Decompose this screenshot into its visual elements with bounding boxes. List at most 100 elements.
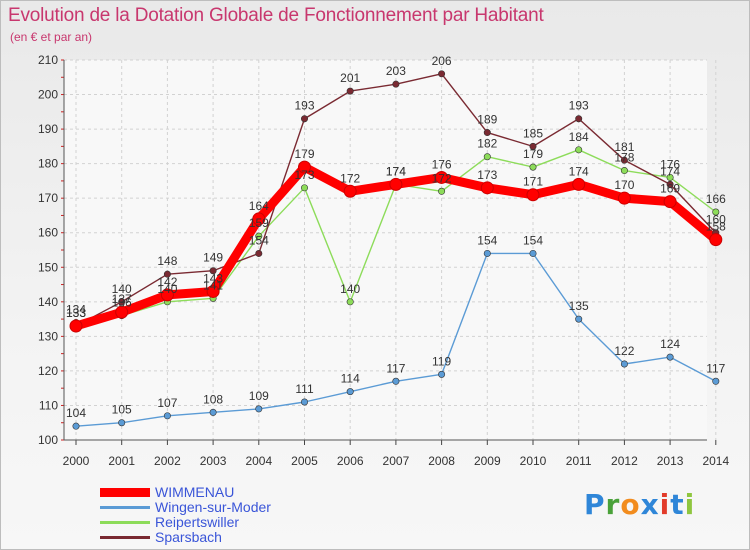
- logo-letter: t: [670, 488, 685, 521]
- data-point: [252, 212, 266, 226]
- legend-swatch: [100, 521, 150, 524]
- y-tick-label: 100: [38, 433, 58, 447]
- x-tick-label: 2006: [337, 454, 364, 468]
- data-point: [206, 284, 220, 298]
- data-label: 142: [157, 275, 177, 289]
- y-tick-label: 140: [38, 295, 58, 309]
- data-point: [620, 360, 628, 368]
- x-tick-label: 2009: [474, 454, 501, 468]
- x-tick-label: 2008: [428, 454, 455, 468]
- data-label: 181: [614, 140, 634, 154]
- data-label: 193: [569, 99, 589, 113]
- data-point: [526, 188, 540, 202]
- x-tick-label: 2007: [383, 454, 410, 468]
- data-label: 154: [249, 233, 269, 247]
- x-tick-label: 2000: [63, 454, 90, 468]
- chart-title: Evolution de la Dotation Globale de Fonc…: [8, 5, 544, 26]
- data-label: 158: [706, 220, 726, 234]
- x-tick-label: 2011: [566, 454, 592, 468]
- y-tick-label: 110: [39, 398, 58, 412]
- data-label: 174: [386, 164, 406, 178]
- data-point: [69, 319, 83, 333]
- data-label: 105: [112, 403, 132, 417]
- data-label: 169: [660, 182, 680, 196]
- data-label: 137: [112, 292, 132, 306]
- data-label: 179: [523, 147, 543, 161]
- y-tick-label: 210: [38, 53, 58, 67]
- data-point: [115, 305, 129, 319]
- data-label: 206: [432, 54, 452, 68]
- data-point: [529, 249, 537, 257]
- legend-item: Sparsbach: [100, 530, 360, 545]
- data-label: 176: [432, 157, 452, 171]
- data-label: 164: [249, 199, 269, 213]
- data-label: 117: [386, 361, 405, 375]
- logo-letter: r: [605, 488, 621, 521]
- data-label: 201: [340, 71, 360, 85]
- data-label: 178: [614, 151, 634, 165]
- logo-letter: o: [620, 488, 641, 521]
- data-point: [298, 160, 311, 174]
- y-tick-label: 120: [38, 364, 58, 378]
- data-label: 173: [477, 168, 497, 182]
- x-tick-label: 2003: [200, 454, 227, 468]
- plot-area: [64, 60, 707, 440]
- legend-swatch: [100, 506, 150, 509]
- data-point: [163, 412, 171, 420]
- data-label: 154: [477, 233, 497, 247]
- data-point: [483, 249, 491, 257]
- logo-letter: P: [584, 488, 606, 521]
- data-label: 174: [569, 164, 589, 178]
- data-label: 133: [66, 306, 86, 320]
- data-point: [118, 419, 126, 427]
- y-tick-label: 170: [38, 191, 58, 205]
- data-label: 140: [157, 282, 177, 296]
- legend-label: Reipertswiller: [155, 514, 240, 530]
- logo-letter: x: [640, 488, 660, 521]
- x-tick-label: 2012: [611, 454, 638, 468]
- data-label: 141: [203, 278, 223, 292]
- data-label: 133: [66, 306, 86, 320]
- data-label: 109: [249, 389, 269, 403]
- x-tick-label: 2004: [245, 454, 272, 468]
- data-point: [666, 173, 674, 181]
- data-label: 149: [203, 251, 223, 265]
- data-label: 124: [660, 337, 680, 351]
- legend-label: WIMMENAU: [155, 484, 235, 500]
- data-point: [575, 146, 583, 154]
- data-label: 184: [569, 130, 589, 144]
- y-tick-label: 160: [38, 226, 58, 240]
- data-point: [529, 142, 537, 150]
- data-label: 203: [386, 64, 406, 78]
- data-point: [438, 70, 446, 78]
- data-point: [480, 181, 494, 195]
- legend-label: Wingen-sur-Moder: [155, 499, 271, 515]
- data-point: [620, 167, 628, 175]
- data-point: [346, 298, 354, 306]
- data-point: [617, 191, 631, 205]
- data-point: [343, 184, 357, 198]
- proxiti-logo: Proxiti: [584, 488, 695, 521]
- data-point: [72, 422, 80, 430]
- data-point: [663, 195, 677, 209]
- data-label: 148: [157, 254, 177, 268]
- x-tick-label: 2010: [520, 454, 547, 468]
- data-label: 174: [386, 164, 406, 178]
- data-label: 108: [203, 392, 223, 406]
- legend-swatch: [100, 536, 150, 539]
- data-point: [209, 408, 217, 416]
- y-tick-label: 200: [38, 88, 58, 102]
- legend-item: Reipertswiller: [100, 515, 360, 530]
- data-label: 166: [706, 192, 726, 206]
- data-point: [392, 377, 400, 385]
- legend-label: Sparsbach: [155, 529, 222, 545]
- data-label: 176: [660, 157, 680, 171]
- y-tick-label: 150: [38, 260, 58, 274]
- data-point: [300, 115, 308, 123]
- data-point: [118, 298, 126, 306]
- chart-subtitle: (en € et par an): [10, 30, 93, 44]
- legend-item: WIMMENAU: [100, 485, 360, 500]
- data-point: [483, 129, 491, 137]
- data-label: 174: [660, 164, 680, 178]
- data-point: [438, 370, 446, 378]
